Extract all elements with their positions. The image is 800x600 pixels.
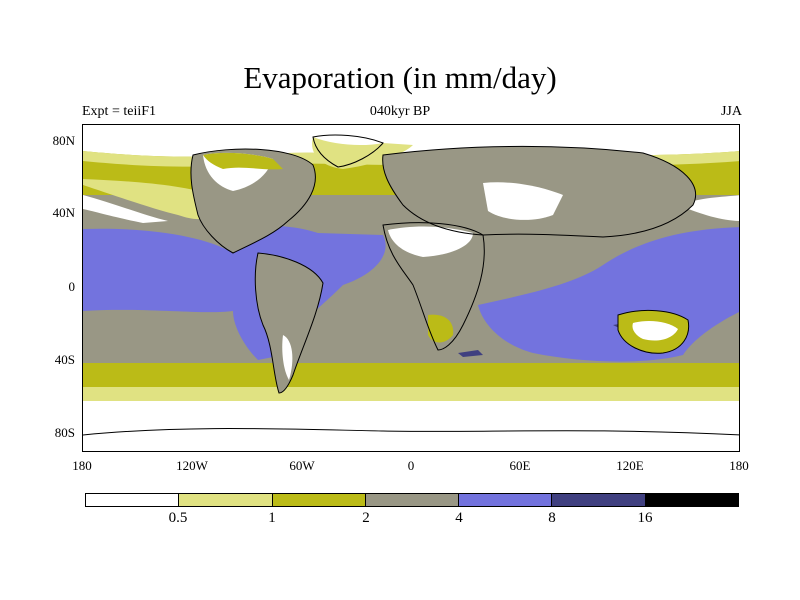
colorbar-label-0-5: 0.5 — [168, 510, 188, 526]
colorbar-label-8: 8 — [548, 510, 556, 526]
field-greenland-light — [312, 137, 413, 169]
land-patagonia-white — [282, 335, 293, 380]
lat-label-40s: 40S — [54, 352, 75, 367]
land-canada-yellow — [203, 152, 283, 170]
field-npacific-light — [83, 179, 213, 220]
season-label: JJA — [720, 104, 742, 119]
land-africa — [383, 222, 485, 350]
time-label: 040kyr BP — [369, 104, 431, 119]
map-title: Evaporation (in mm/day) — [243, 60, 557, 95]
colorbar-label-1: 1 — [268, 510, 276, 526]
colorbar-box-6 — [645, 494, 738, 506]
colorbar-box-2 — [272, 494, 366, 506]
colorbar-box-5 — [552, 494, 646, 506]
evaporation-map — [82, 124, 740, 452]
lat-label-80n: 80N — [52, 133, 75, 148]
land-central-asia-white — [483, 182, 563, 220]
colorbar-label-16: 16 — [637, 510, 653, 526]
experiment-label: Expt = teiiF1 — [82, 104, 157, 119]
lat-label-0: 0 — [68, 279, 76, 294]
lon-label-120w: 120W — [176, 458, 208, 473]
lon-label-0: 0 — [407, 458, 415, 473]
colorbar — [85, 493, 739, 507]
field-dark-patch-2 — [458, 350, 483, 357]
colorbar-box-3 — [365, 494, 460, 506]
colorbar-box-4 — [459, 494, 553, 506]
lon-label-180w: 180 — [72, 458, 92, 473]
lon-label-180e: 180 — [729, 458, 749, 473]
field-antarctica — [83, 401, 739, 451]
land-sahara-white — [388, 226, 473, 257]
land-australia-white — [632, 321, 678, 341]
field-pacific-blue — [83, 228, 233, 313]
colorbar-label-4: 4 — [455, 510, 463, 526]
lat-label-40n: 40N — [52, 205, 75, 220]
colorbar-label-2: 2 — [362, 510, 370, 526]
colorbar-box-1 — [179, 494, 273, 506]
coastlines — [83, 134, 739, 436]
lon-label-120e: 120E — [616, 458, 644, 473]
map-canvas — [83, 125, 739, 451]
colorbar-box-0 — [86, 494, 180, 506]
lon-label-60w: 60W — [289, 458, 315, 473]
lat-label-80s: 80S — [54, 425, 75, 440]
land-south-africa-yellow — [428, 314, 454, 343]
lon-label-60e: 60E — [509, 458, 531, 473]
land-south-america — [255, 253, 323, 393]
field-npacific-white — [83, 195, 168, 223]
